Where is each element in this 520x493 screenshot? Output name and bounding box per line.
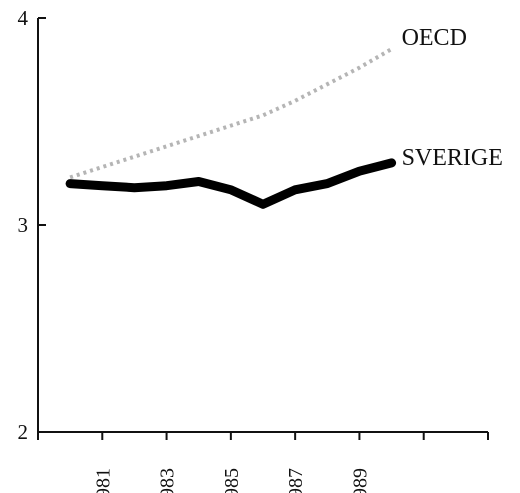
series-label-sverige: SVERIGE bbox=[402, 145, 503, 171]
chart-axes bbox=[37, 18, 488, 433]
x-tick-label: 1983 bbox=[157, 468, 179, 493]
series-line-oecd bbox=[69, 47, 393, 180]
y-tick-label: 4 bbox=[18, 6, 29, 30]
x-tick-label: 1985 bbox=[221, 468, 243, 493]
series-labels: OECD SVERIGE bbox=[402, 25, 503, 171]
x-tick-label: 1981 bbox=[92, 468, 114, 493]
x-axis-ticks: 1981 1983 1985 1987 1989 bbox=[37, 432, 489, 493]
series-line-sverige bbox=[65, 158, 397, 209]
y-tick-label: 3 bbox=[18, 213, 29, 237]
y-tick-label: 2 bbox=[18, 420, 29, 444]
series-lines bbox=[65, 47, 397, 209]
y-axis-ticks: 2 3 4 bbox=[18, 6, 46, 444]
series-label-oecd: OECD bbox=[402, 25, 467, 51]
x-tick-label: 1987 bbox=[285, 468, 307, 493]
x-tick-label: 1989 bbox=[349, 468, 371, 493]
